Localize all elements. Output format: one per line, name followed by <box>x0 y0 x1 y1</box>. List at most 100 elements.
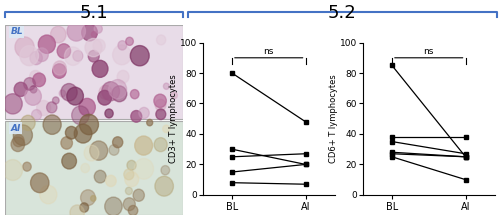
Bar <box>5 25 182 119</box>
Circle shape <box>127 160 136 170</box>
Circle shape <box>92 60 108 77</box>
Circle shape <box>3 159 22 181</box>
Circle shape <box>94 24 102 33</box>
Circle shape <box>128 205 138 216</box>
Circle shape <box>50 26 66 43</box>
Circle shape <box>156 35 166 45</box>
Circle shape <box>30 173 49 193</box>
Text: ns: ns <box>264 47 274 56</box>
Circle shape <box>11 137 24 152</box>
Circle shape <box>67 21 86 41</box>
Circle shape <box>66 126 78 139</box>
Circle shape <box>38 35 56 53</box>
Circle shape <box>154 94 166 108</box>
Circle shape <box>105 109 113 118</box>
Circle shape <box>15 37 34 58</box>
Circle shape <box>24 87 42 105</box>
Circle shape <box>4 94 22 114</box>
Circle shape <box>30 71 42 83</box>
Circle shape <box>156 109 166 120</box>
Text: 5.1: 5.1 <box>80 4 108 22</box>
Circle shape <box>126 187 132 195</box>
Circle shape <box>36 48 49 62</box>
Circle shape <box>131 110 141 122</box>
Y-axis label: CD3+ T lymphocytes: CD3+ T lymphocytes <box>170 74 178 163</box>
Circle shape <box>133 189 144 201</box>
Circle shape <box>130 90 139 99</box>
Circle shape <box>64 47 82 65</box>
Circle shape <box>118 41 126 50</box>
Circle shape <box>164 83 170 89</box>
Circle shape <box>61 137 72 149</box>
Circle shape <box>134 136 152 155</box>
Circle shape <box>124 169 134 180</box>
Circle shape <box>161 166 170 175</box>
Text: ns: ns <box>424 47 434 56</box>
Circle shape <box>108 80 126 99</box>
Circle shape <box>72 106 89 125</box>
Circle shape <box>82 24 98 41</box>
Circle shape <box>155 176 174 196</box>
Circle shape <box>88 50 99 62</box>
Circle shape <box>23 162 31 171</box>
Text: BL: BL <box>10 28 23 37</box>
Circle shape <box>40 185 57 204</box>
Circle shape <box>84 145 99 161</box>
Circle shape <box>53 61 66 75</box>
Circle shape <box>61 84 77 101</box>
Circle shape <box>90 196 96 201</box>
Circle shape <box>46 102 57 113</box>
Circle shape <box>102 82 120 101</box>
Circle shape <box>52 64 66 78</box>
Circle shape <box>124 198 136 211</box>
Circle shape <box>24 78 36 90</box>
Circle shape <box>99 85 112 99</box>
Circle shape <box>104 197 122 216</box>
Circle shape <box>92 32 96 37</box>
Circle shape <box>81 163 90 173</box>
Circle shape <box>62 153 76 169</box>
Circle shape <box>162 125 170 133</box>
Circle shape <box>52 97 59 104</box>
Circle shape <box>155 99 166 111</box>
Circle shape <box>117 70 129 83</box>
Circle shape <box>36 100 51 116</box>
Circle shape <box>14 82 28 97</box>
Circle shape <box>125 172 138 187</box>
Circle shape <box>90 141 108 160</box>
Circle shape <box>112 86 127 102</box>
Bar <box>5 121 182 215</box>
Circle shape <box>112 45 131 65</box>
Circle shape <box>70 205 84 220</box>
Circle shape <box>13 135 24 147</box>
Circle shape <box>73 51 83 61</box>
Circle shape <box>109 144 119 155</box>
Circle shape <box>80 203 88 212</box>
Circle shape <box>14 125 32 145</box>
Circle shape <box>126 37 134 45</box>
Circle shape <box>20 46 38 66</box>
Circle shape <box>67 87 84 105</box>
Circle shape <box>171 92 177 99</box>
Circle shape <box>21 115 35 131</box>
Circle shape <box>93 39 105 52</box>
Circle shape <box>80 114 98 135</box>
Circle shape <box>43 115 61 134</box>
Y-axis label: CD6+ T lymphocytes: CD6+ T lymphocytes <box>330 74 338 163</box>
Circle shape <box>79 98 96 116</box>
Circle shape <box>30 51 42 65</box>
Circle shape <box>30 86 37 93</box>
Text: AI: AI <box>10 124 20 133</box>
Circle shape <box>33 73 46 87</box>
Text: 5.2: 5.2 <box>328 4 356 22</box>
Circle shape <box>112 137 123 148</box>
Circle shape <box>154 138 167 152</box>
Circle shape <box>98 90 112 105</box>
Circle shape <box>106 175 116 187</box>
Circle shape <box>57 44 70 58</box>
Circle shape <box>146 119 152 126</box>
Circle shape <box>85 39 102 57</box>
Circle shape <box>134 159 154 179</box>
Circle shape <box>32 110 42 120</box>
Circle shape <box>139 107 149 118</box>
